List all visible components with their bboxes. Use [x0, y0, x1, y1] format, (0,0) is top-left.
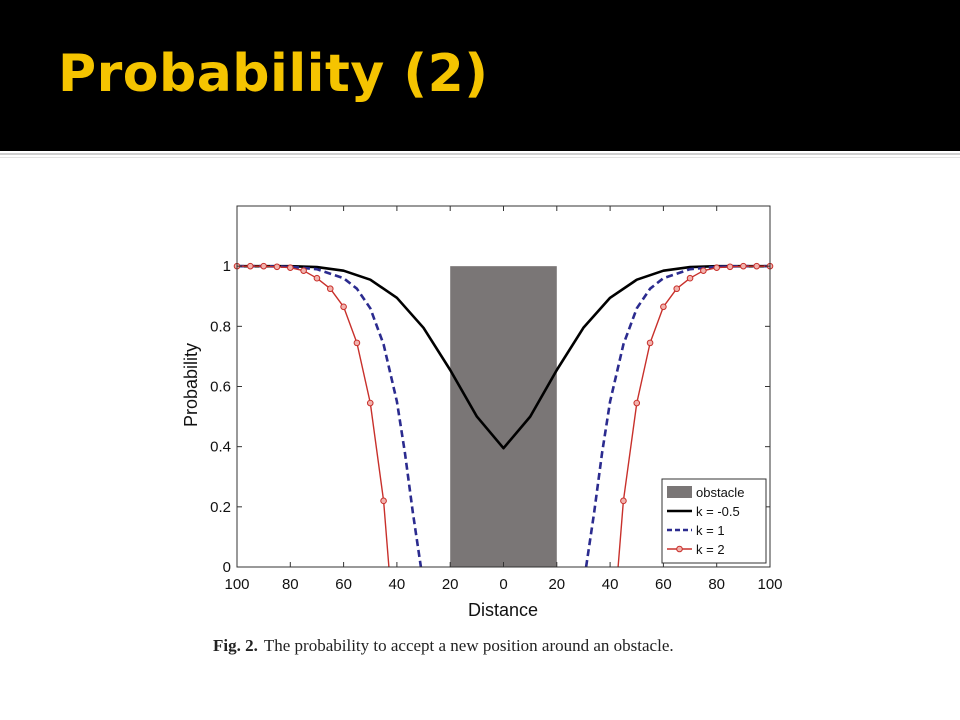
x-tick-label-9: 60 [655, 576, 672, 593]
y-tick-label-4: 0.6 [210, 379, 231, 396]
series-3-point-11 [366, 399, 374, 407]
x-tick-label-1: 100 [224, 576, 249, 593]
series-3-point-18 [660, 303, 667, 311]
title-divider-thin [0, 157, 960, 158]
series-3-point-7 [313, 274, 321, 282]
x-tick-label-11: 100 [757, 576, 782, 593]
series-3-point-21 [700, 267, 707, 274]
x-tick-label-4: 40 [389, 576, 406, 593]
legend-obstacle-label: obstacle [696, 485, 744, 500]
series-3-point-8 [326, 285, 334, 293]
series-3-point-25 [753, 262, 760, 270]
series-3-point-17 [646, 339, 654, 347]
x-tick-label-3: 60 [335, 576, 352, 593]
legend-label-1: k = -0.5 [696, 504, 740, 519]
x-tick-label-2: 80 [282, 576, 299, 593]
series-3-point-23 [726, 263, 734, 271]
title-bar [0, 0, 960, 151]
series-3-point-4 [273, 263, 281, 271]
series-3-point-3 [260, 262, 267, 270]
y-tick-label-6: 1 [223, 258, 231, 275]
x-tick-label-6: 0 [499, 576, 507, 593]
series-line-3-part-1 [237, 265, 390, 568]
y-tick-label-5: 0.8 [210, 318, 231, 335]
series-3-point-16 [633, 399, 641, 407]
x-axis-label: Distance [468, 600, 538, 620]
y-tick-label-1: 0 [223, 559, 231, 576]
series-3-point-6 [300, 267, 307, 274]
caption-text: The probability to accept a new position… [263, 636, 674, 655]
series-line-1-part-1 [237, 264, 770, 450]
series-3-point-2 [247, 262, 254, 270]
title-divider [0, 153, 960, 155]
slide-title: Probability (2) [58, 44, 489, 104]
x-tick-label-10: 80 [708, 576, 725, 593]
y-axis-label: Probability [181, 343, 201, 427]
obstacle-bar [450, 266, 557, 567]
series-3-point-15 [620, 497, 627, 505]
x-tick-label-8: 40 [602, 576, 619, 593]
caption-label: Fig. 2. [213, 636, 258, 655]
y-tick-label-3: 0.4 [210, 439, 231, 456]
series-3-point-10 [353, 339, 361, 347]
series-3-point-12 [380, 497, 387, 505]
series-3-point-9 [340, 303, 347, 311]
x-tick-label-5: 20 [442, 576, 459, 593]
series-3-point-22 [713, 264, 721, 271]
x-tick-label-7: 20 [548, 576, 565, 593]
figure-caption: Fig. 2. The probability to accept a new p… [213, 636, 674, 656]
series-3-point-20 [686, 274, 694, 282]
legend-label-3: k = 2 [696, 542, 725, 557]
series-3-point-5 [287, 264, 294, 271]
legend-label-2: k = 1 [696, 523, 725, 538]
series-3-point-24 [740, 262, 747, 270]
series-3-point-19 [673, 285, 681, 293]
series-line-2-part-1 [237, 264, 423, 568]
legend-obstacle-swatch [667, 486, 692, 498]
legend-marker-3 [676, 545, 683, 553]
y-tick-label-2: 0.2 [210, 499, 231, 516]
